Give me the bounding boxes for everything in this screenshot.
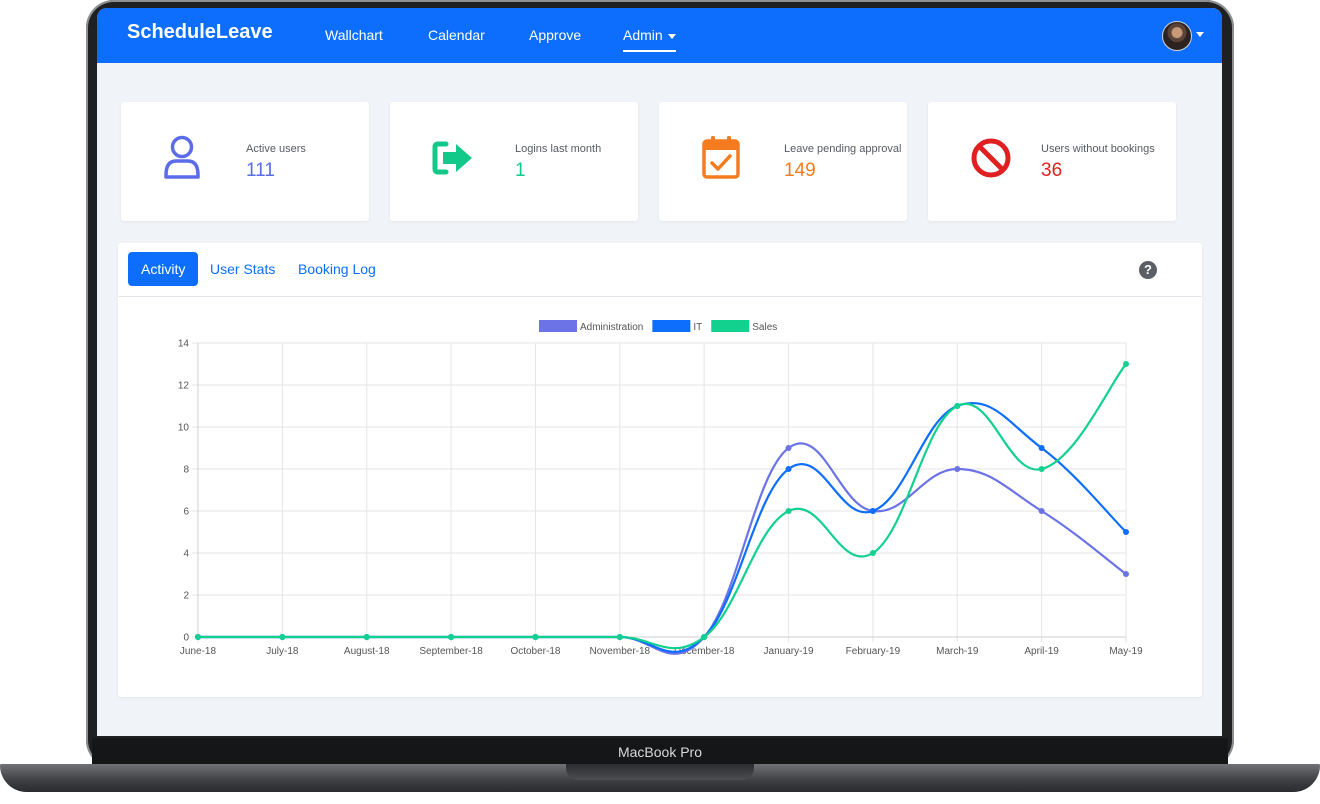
data-point-it: [1123, 529, 1129, 535]
top-navbar: ScheduleLeave Wallchart Calendar Approve…: [97, 8, 1222, 63]
data-point-sales: [785, 508, 792, 514]
x-tick-label: November-18: [590, 646, 651, 657]
y-tick-label: 6: [183, 507, 189, 518]
data-point-sales: [448, 634, 455, 640]
ban-icon: [971, 138, 1011, 178]
data-point-it: [785, 466, 792, 472]
sign-in-arrow-icon: [432, 141, 472, 175]
stat-label: Logins last month: [515, 143, 602, 155]
data-point-sales: [616, 634, 623, 640]
laptop-chin: MacBook Pro: [92, 738, 1228, 766]
series-line-administration: [198, 442, 1127, 655]
data-point-administration: [954, 466, 961, 472]
user-avatar[interactable]: [1162, 21, 1192, 51]
data-point-sales: [279, 634, 286, 640]
stat-card-active-users: Active users 111: [121, 102, 369, 221]
x-tick-label: May-19: [1109, 646, 1143, 657]
stat-label: Active users: [246, 143, 306, 155]
tab-user-stats[interactable]: User Stats: [210, 261, 276, 277]
x-tick-label: August-18: [344, 646, 390, 657]
stat-card-logins: Logins last month 1: [390, 102, 638, 221]
data-point-it: [1038, 445, 1045, 451]
legend-swatch: [539, 320, 577, 332]
data-point-sales: [869, 550, 876, 556]
y-tick-label: 4: [183, 549, 189, 560]
data-point-sales: [701, 634, 708, 640]
nav-admin-label: Admin: [623, 27, 663, 43]
tab-activity[interactable]: Activity: [128, 252, 199, 286]
x-tick-label: September-18: [419, 646, 483, 657]
legend-label: Administration: [580, 322, 643, 333]
brand-logo[interactable]: ScheduleLeave: [127, 21, 273, 43]
legend-swatch: [652, 320, 691, 332]
stat-value: 111: [246, 160, 275, 181]
data-point-administration: [1123, 571, 1129, 577]
x-tick-label: March-19: [936, 646, 979, 657]
tab-booking-log[interactable]: Booking Log: [298, 261, 376, 277]
legend-label: IT: [693, 322, 702, 333]
y-tick-label: 12: [178, 381, 190, 392]
legend-label: Sales: [752, 322, 777, 333]
y-tick-label: 10: [178, 423, 190, 434]
stat-value: 1: [515, 160, 526, 181]
stat-card-no-bookings: Users without bookings 36: [928, 102, 1176, 221]
data-point-sales: [195, 634, 201, 640]
data-point-administration: [1038, 508, 1045, 514]
chevron-down-icon: [667, 33, 676, 39]
laptop-notch: [566, 764, 754, 780]
stat-value: 36: [1041, 160, 1063, 181]
data-point-sales: [532, 634, 539, 640]
y-tick-label: 8: [183, 465, 189, 476]
legend-swatch: [711, 320, 750, 332]
stat-value: 149: [784, 160, 816, 181]
calendar-check-icon: [702, 136, 740, 179]
data-point-it: [869, 508, 876, 514]
app-screen: ScheduleLeave Wallchart Calendar Approve…: [97, 8, 1222, 736]
device-label: MacBook Pro: [617, 744, 703, 760]
x-tick-label: December-18: [674, 646, 735, 657]
tab-bar: Activity User Stats Booking Log ?: [118, 243, 1202, 297]
stat-label: Leave pending approval: [784, 143, 902, 155]
stat-label: Users without bookings: [1041, 143, 1155, 155]
activity-line-chart: 0 2 4 6 8 10 12 14 June-18 July-18 August-18 Septem…: [178, 320, 1143, 657]
y-tick-label: 14: [178, 339, 190, 350]
y-tick-label: 2: [183, 591, 189, 602]
data-point-administration: [785, 445, 792, 451]
y-tick-label: 0: [183, 633, 189, 644]
x-tick-label: January-19: [764, 646, 814, 657]
x-tick-label: February-19: [846, 646, 901, 657]
avatar-chevron-down-icon[interactable]: [1196, 32, 1204, 37]
data-point-sales: [363, 634, 370, 640]
stat-card-pending-approval: Leave pending approval 149: [659, 102, 907, 221]
x-tick-label: April-19: [1024, 646, 1059, 657]
series-line-it: [198, 401, 1127, 653]
data-point-sales: [954, 403, 961, 409]
user-icon: [164, 135, 200, 179]
x-tick-label: October-18: [510, 646, 560, 657]
data-point-sales: [1038, 466, 1045, 472]
help-icon[interactable]: ?: [1139, 261, 1157, 279]
nav-wallchart[interactable]: Wallchart: [325, 27, 383, 43]
nav-admin-dropdown[interactable]: Admin: [623, 27, 676, 52]
nav-calendar[interactable]: Calendar: [428, 27, 485, 43]
data-point-sales: [1123, 361, 1129, 367]
activity-panel: Activity User Stats Booking Log ? 0 2 4 6 8 1…: [118, 243, 1202, 697]
nav-approve[interactable]: Approve: [529, 27, 582, 43]
x-tick-label: July-18: [266, 646, 299, 657]
x-tick-label: June-18: [180, 646, 217, 657]
